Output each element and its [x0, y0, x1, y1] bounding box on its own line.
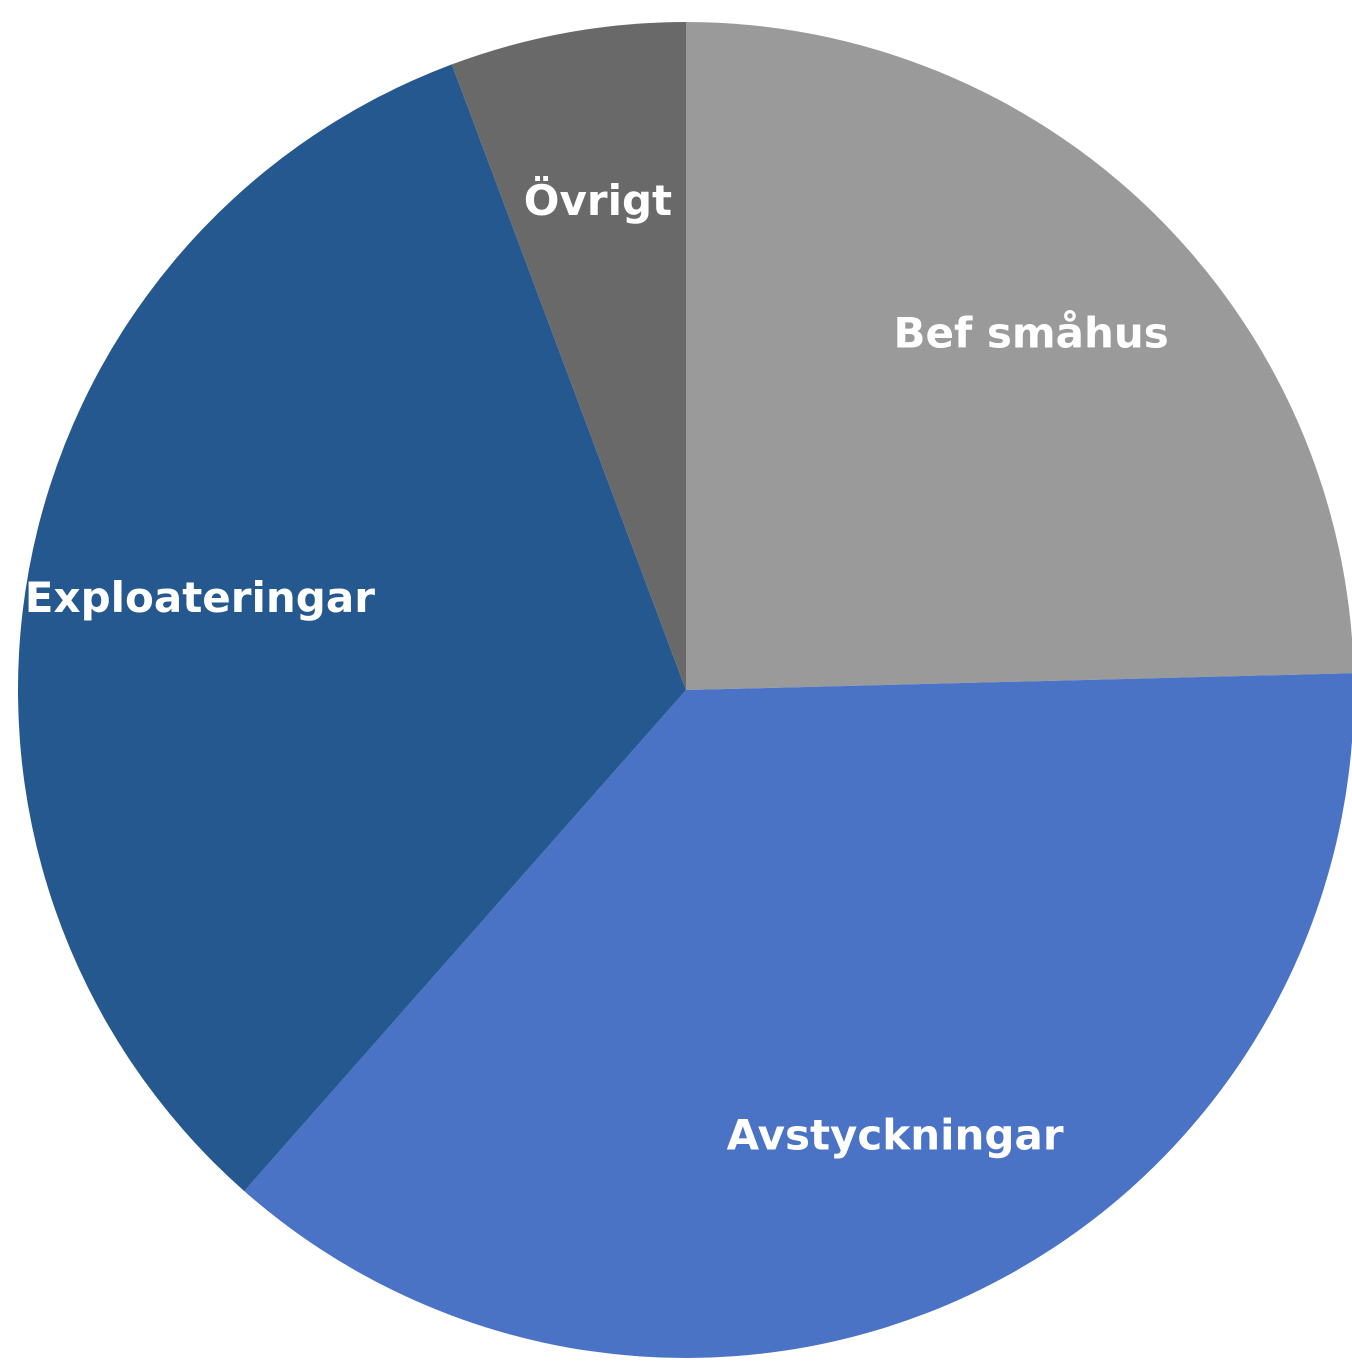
slice-label: Bef småhus	[893, 309, 1168, 358]
slice-label: Exploateringar	[25, 573, 375, 622]
pie-slice	[244, 673, 1352, 1358]
slice-label: Övrigt	[524, 175, 672, 225]
pie-slice	[686, 22, 1352, 690]
pie-slice	[17, 64, 686, 1192]
pie-slice	[451, 22, 686, 690]
slice-label: Avstyckningar	[727, 1110, 1064, 1159]
